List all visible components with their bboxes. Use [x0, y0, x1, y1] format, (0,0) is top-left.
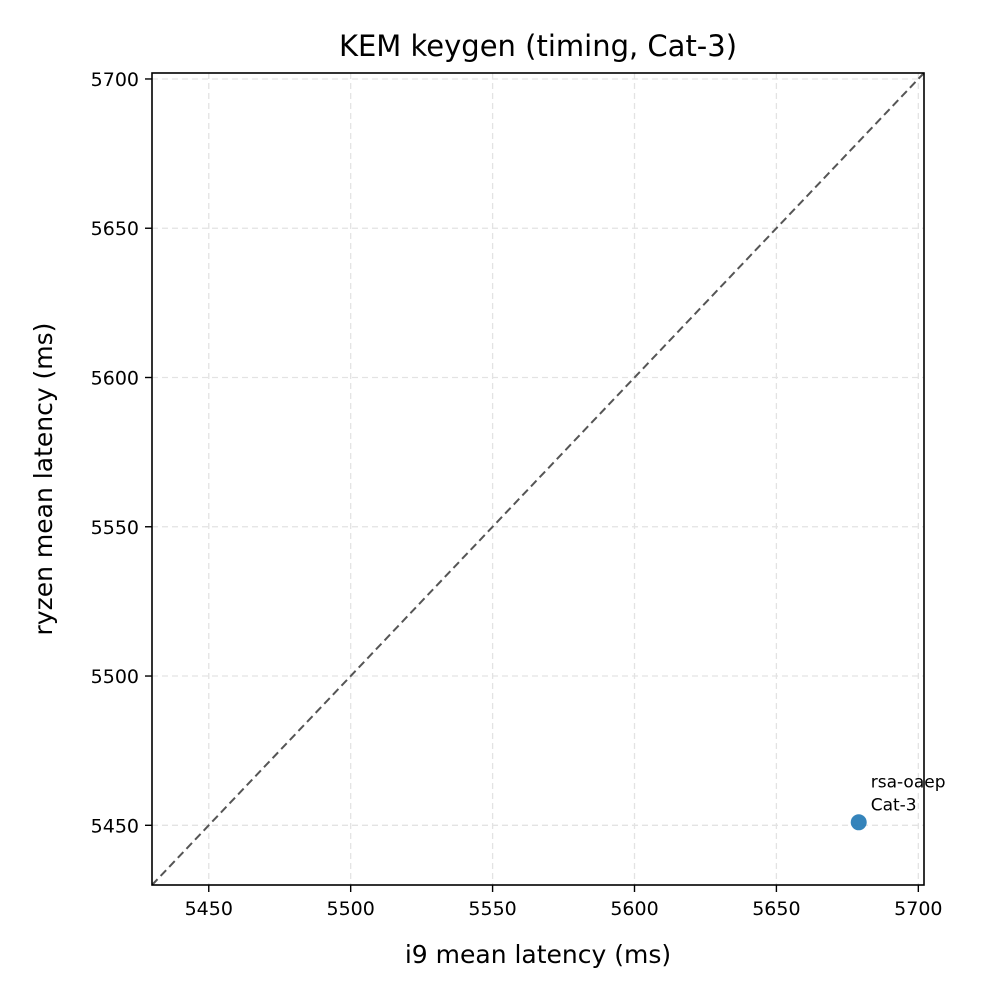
reference-line [151, 72, 925, 886]
x-axis-label: i9 mean latency (ms) [405, 940, 671, 969]
x-tick-label: 5600 [610, 898, 658, 920]
x-tick-label: 5650 [752, 898, 800, 920]
plot-area-frame [151, 72, 925, 886]
point-label: Cat-3 [871, 795, 917, 815]
y-tick-label: 5600 [91, 368, 139, 390]
y-axis-ticks: 5450 5500 5550 5600 5650 5700 [91, 69, 152, 837]
data-point [850, 814, 867, 831]
x-tick-label: 5550 [468, 898, 516, 920]
x-tick-label: 5450 [185, 898, 233, 920]
y-tick-label: 5450 [91, 815, 139, 837]
y-tick-label: 5500 [91, 666, 139, 688]
y-tick-label: 5550 [91, 517, 139, 539]
reference-line-group [151, 72, 925, 886]
x-tick-label: 5500 [326, 898, 374, 920]
y-axis-label: ryzen mean latency (ms) [29, 323, 58, 636]
data-points: rsa-oaep Cat-3 [850, 772, 946, 831]
chart-title: KEM keygen (timing, Cat-3) [339, 29, 737, 63]
x-tick-label: 5700 [894, 898, 942, 920]
y-tick-label: 5700 [91, 69, 139, 91]
point-label: rsa-oaep [871, 772, 946, 792]
y-tick-label: 5650 [91, 218, 139, 240]
grid-lines [152, 73, 924, 885]
x-axis-ticks: 5450 5500 5550 5600 5650 5700 [185, 885, 943, 920]
